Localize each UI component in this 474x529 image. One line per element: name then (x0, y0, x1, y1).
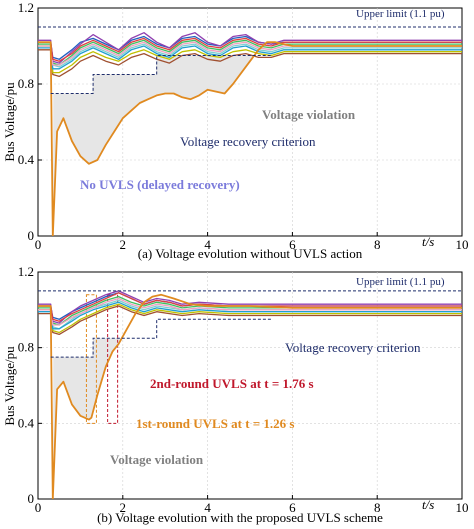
ticks-a: 0 2 4 6 8 10 0 0.4 0.8 1.2 (18, 0, 469, 252)
uvls-round2-label: 2nd-round UVLS at t = 1.76 s (150, 376, 314, 391)
recovery-criterion-line (50, 55, 272, 94)
y-tick-label: 0.8 (18, 76, 34, 91)
x-tick-label: 4 (204, 237, 211, 252)
violation-fill (53, 338, 122, 489)
y-axis-label-b: Bus Voltage/pu (2, 346, 17, 426)
violation-area-b (53, 338, 122, 489)
x-tick-label: 10 (456, 237, 469, 252)
series-line (38, 39, 462, 66)
uvls-round1-label: 1st-round UVLS at t = 1.26 s (136, 416, 295, 431)
y-tick-label: 0 (28, 491, 35, 506)
y-tick-label: 1.2 (18, 0, 34, 15)
recovery-criterion-label-b: Voltage recovery criterion (285, 340, 421, 355)
violation-area-a (53, 55, 255, 226)
series-line (38, 297, 462, 326)
recovery-criterion-label-a: Voltage recovery criterion (180, 134, 316, 149)
ticks-b: 0 2 4 6 8 10 0 0.4 0.8 1.2 (18, 264, 469, 515)
x-tick-label: 10 (456, 500, 469, 515)
series-line (38, 37, 462, 62)
series-line (38, 303, 462, 334)
x-tick-label: 2 (120, 500, 127, 515)
overlay-a (38, 26, 462, 94)
series-line (38, 32, 462, 64)
recovery-criterion-line (50, 318, 272, 358)
series-line (38, 45, 462, 70)
x-tick-label: 8 (374, 237, 381, 252)
voltage-violation-label-a: Voltage violation (262, 107, 356, 122)
y-tick-label: 0.4 (18, 415, 35, 430)
series-group-b (38, 290, 462, 499)
panel-a: 0 2 4 6 8 10 0 0.4 0.8 1.2 Bus Voltage/pu t/s (a)… (2, 0, 469, 261)
caption-b: (b) Voltage evolution with the proposed … (97, 510, 383, 525)
voltage-violation-label-b: Voltage violation (110, 452, 204, 467)
panel-b: 0 2 4 6 8 10 0 0.4 0.8 1.2 Bus Voltage/pu t/s (b)… (2, 264, 469, 525)
series-line (38, 41, 462, 236)
y-tick-label: 0.4 (18, 152, 35, 167)
violation-fill (53, 55, 255, 226)
series-line (38, 49, 462, 78)
y-axis-label-a: Bus Voltage/pu (2, 82, 17, 162)
no-uvls-label-a: No UVLS (delayed recovery) (80, 177, 240, 192)
x-axis-label-a: t/s (422, 234, 434, 249)
x-tick-label: 0 (35, 237, 42, 252)
series-line (38, 41, 462, 66)
x-tick-label: 6 (289, 500, 296, 515)
x-tick-label: 8 (374, 500, 381, 515)
series-line (38, 45, 462, 74)
series-line (38, 301, 462, 330)
series-line (38, 293, 462, 499)
uvls-event-marker (85, 294, 97, 424)
x-tick-label: 2 (120, 237, 127, 252)
upper-limit-label-a: Upper limit (1.1 pu) (356, 8, 445, 20)
overlay-b (38, 290, 462, 358)
series-group-a (38, 32, 462, 236)
caption-a: (a) Voltage evolution without UVLS actio… (138, 246, 363, 261)
x-tick-label: 6 (289, 237, 296, 252)
y-tick-label: 1.2 (18, 264, 34, 279)
y-tick-label: 0 (28, 228, 35, 243)
series-line (38, 305, 462, 336)
upper-limit-label-b: Upper limit (1.1 pu) (356, 276, 445, 288)
x-axis-label-b: t/s (422, 497, 434, 512)
x-tick-label: 4 (204, 500, 211, 515)
series-line (38, 290, 462, 324)
x-tick-label: 0 (35, 500, 42, 515)
y-tick-label: 0.8 (18, 340, 34, 355)
